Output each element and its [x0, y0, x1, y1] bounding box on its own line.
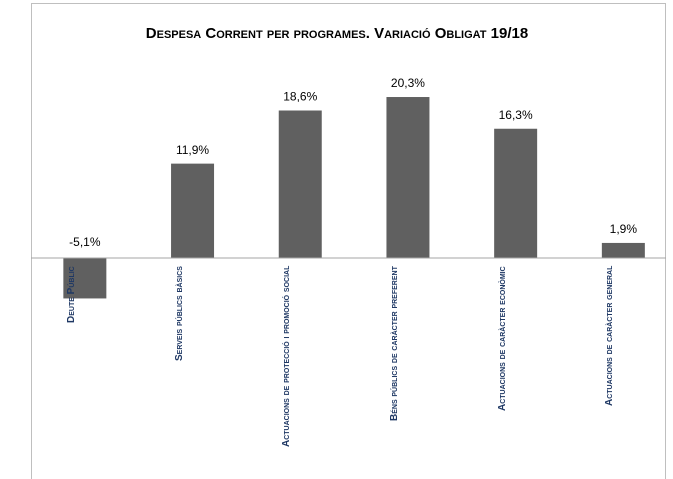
- bar: [171, 163, 215, 258]
- data-label: 18,6%: [283, 90, 317, 104]
- category-label: Actuacions de caràcter econòmic: [496, 266, 508, 411]
- data-label: -5,1%: [69, 235, 101, 249]
- category-label: Actuacions de caràcter general: [604, 266, 616, 407]
- bar: [386, 97, 430, 258]
- data-label: 20,3%: [391, 76, 425, 90]
- bar: [63, 258, 107, 299]
- bar: [494, 128, 538, 258]
- category-label: Deute Públic: [65, 266, 77, 323]
- data-label: 11,9%: [176, 143, 209, 157]
- category-label: Actuacions de protecció i promoció socia…: [281, 266, 293, 448]
- bar: [278, 110, 322, 258]
- category-label: Serveis públics bàsics: [173, 266, 185, 361]
- bar: [601, 242, 645, 258]
- frame: [31, 3, 666, 479]
- chart-title: Despesa Corrent per programes. Variació …: [146, 25, 528, 42]
- data-label: 1,9%: [610, 222, 638, 236]
- category-label: Béns públics de caràcter preferent: [388, 266, 400, 421]
- data-label: 16,3%: [499, 108, 533, 122]
